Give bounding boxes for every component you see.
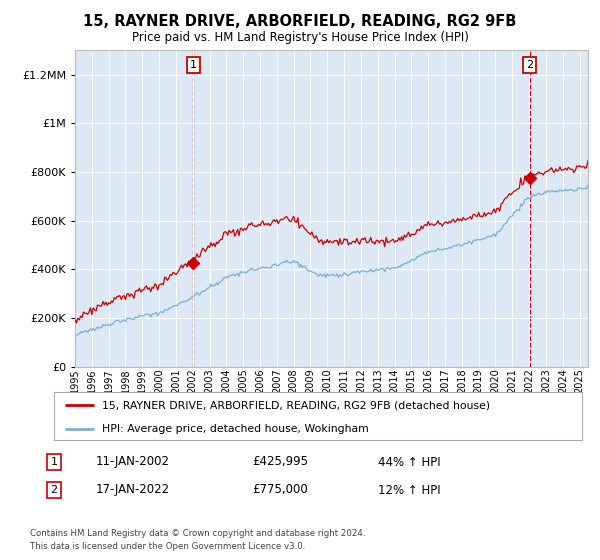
Text: Price paid vs. HM Land Registry's House Price Index (HPI): Price paid vs. HM Land Registry's House … (131, 31, 469, 44)
Text: 12% ↑ HPI: 12% ↑ HPI (378, 483, 440, 497)
Text: 15, RAYNER DRIVE, ARBORFIELD, READING, RG2 9FB (detached house): 15, RAYNER DRIVE, ARBORFIELD, READING, R… (101, 400, 490, 410)
Text: This data is licensed under the Open Government Licence v3.0.: This data is licensed under the Open Gov… (30, 542, 305, 551)
Text: 15, RAYNER DRIVE, ARBORFIELD, READING, RG2 9FB: 15, RAYNER DRIVE, ARBORFIELD, READING, R… (83, 14, 517, 29)
Text: 2: 2 (526, 60, 533, 70)
Text: 17-JAN-2022: 17-JAN-2022 (96, 483, 170, 497)
Text: £425,995: £425,995 (252, 455, 308, 469)
Text: 11-JAN-2002: 11-JAN-2002 (96, 455, 170, 469)
Text: 2: 2 (50, 485, 58, 495)
Text: £775,000: £775,000 (252, 483, 308, 497)
Text: 1: 1 (50, 457, 58, 467)
Text: 44% ↑ HPI: 44% ↑ HPI (378, 455, 440, 469)
Text: HPI: Average price, detached house, Wokingham: HPI: Average price, detached house, Woki… (101, 424, 368, 434)
Text: Contains HM Land Registry data © Crown copyright and database right 2024.: Contains HM Land Registry data © Crown c… (30, 529, 365, 538)
Text: 1: 1 (190, 60, 197, 70)
